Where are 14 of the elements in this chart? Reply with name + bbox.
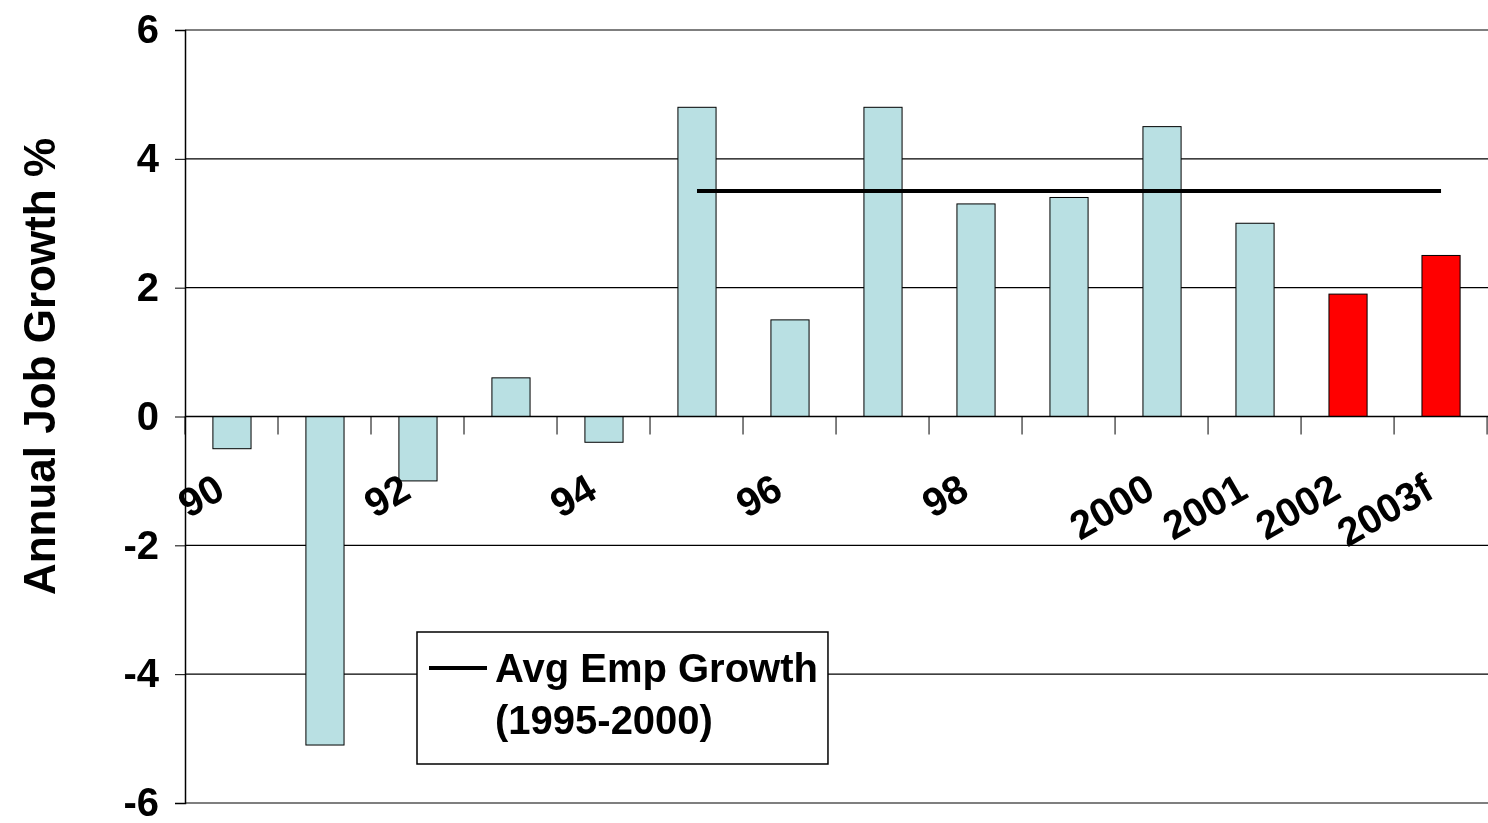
x-tick-label: 90	[170, 465, 231, 526]
y-tick-label: 4	[136, 136, 160, 181]
y-tick-label: 2	[136, 264, 159, 309]
x-tick-label: 92	[356, 465, 417, 526]
x-tick-label: 94	[542, 464, 604, 526]
y-tick-label: 0	[136, 393, 159, 438]
y-tick-label: -2	[123, 522, 159, 567]
x-tick-label: 96	[728, 465, 789, 526]
y-tick-label: -6	[123, 780, 159, 823]
x-tick-label: 98	[914, 465, 976, 526]
y-tick-label: 6	[136, 7, 159, 52]
y-tick-label: -4	[123, 651, 160, 696]
y-axis-title: Annual Job Growth %	[15, 137, 64, 596]
legend-label: Avg Emp Growth (1995-2000)	[495, 646, 818, 742]
